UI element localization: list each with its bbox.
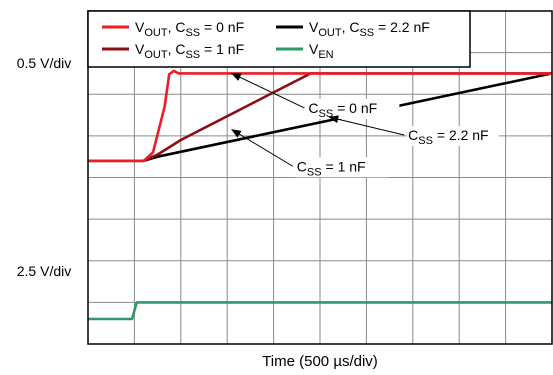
annotation-label-3: CSS = 1 nF <box>297 158 366 178</box>
legend: VOUT, CSS = 0 nF VOUT, CSS = 2.2 nF VOUT, … <box>87 10 471 68</box>
annotation-arrow-2 <box>328 115 405 136</box>
series-line-3 <box>88 69 552 163</box>
annotation-bg-3 <box>295 157 388 178</box>
annotation-bg-1 <box>307 98 400 119</box>
legend-label-1: VOUT, CSS = 0 nF <box>135 19 244 39</box>
x-axis-label: Time (500 µs/div) <box>262 353 378 370</box>
series-line-4 <box>88 301 552 321</box>
y-scale-labels: 0.5 V/div 2.5 V/div <box>17 55 71 279</box>
y-scale-label-1: 0.5 V/div <box>17 55 71 71</box>
legend-label-3: VOUT, CSS = 1 nF <box>135 41 244 61</box>
y-scale-label-2: 2.5 V/div <box>17 263 71 279</box>
legend-label-4: VEN <box>309 41 334 61</box>
annotation-arrow-3 <box>230 129 294 167</box>
legend-box <box>87 10 471 68</box>
annotation-arrow-1 <box>230 72 305 109</box>
annotation-label-2: CSS = 2.2 nF <box>408 127 488 147</box>
legend-label-2: VOUT, CSS = 2.2 nF <box>309 19 430 39</box>
annotation-bg-2 <box>407 126 500 147</box>
